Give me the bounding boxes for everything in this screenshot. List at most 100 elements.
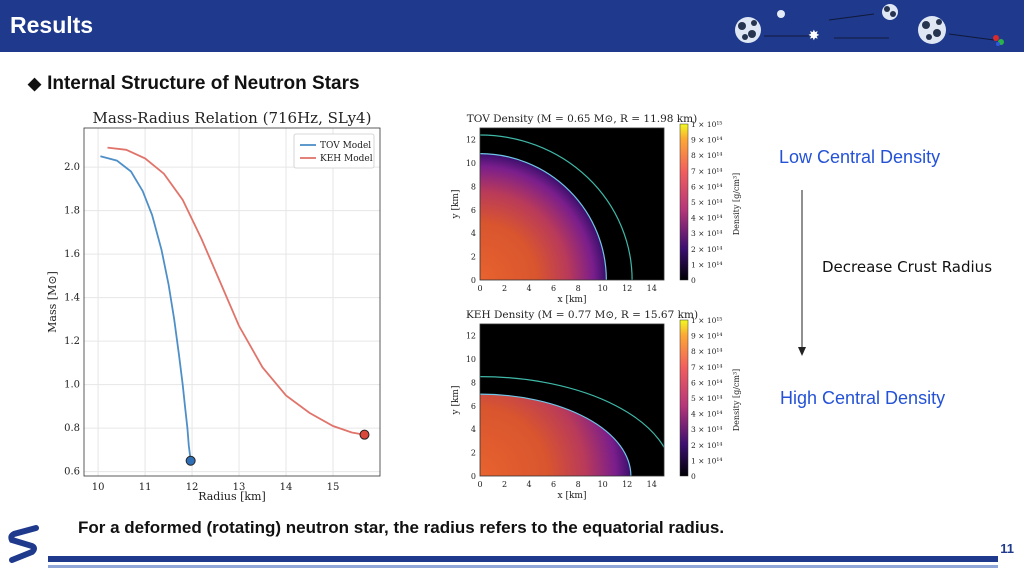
- colorbar-tick-label: 8 × 10¹⁴: [691, 347, 722, 356]
- svg-text:✸: ✸: [808, 27, 820, 43]
- legend-box: [293, 133, 375, 169]
- x-tick-label: 10: [92, 482, 105, 493]
- y-tick-label: 1.0: [64, 380, 80, 391]
- colorbar-tick-label: 6 × 10¹⁴: [691, 378, 722, 387]
- x-tick-label: 13: [233, 482, 246, 493]
- y-tick-label: 4: [471, 229, 476, 238]
- x-tick-label: 8: [576, 480, 581, 489]
- y-axis-label: y [km]: [451, 190, 461, 220]
- y-tick-label: 2: [471, 253, 476, 262]
- x-tick-label: 14: [647, 480, 657, 489]
- colorbar-tick-label: 1 × 10¹⁴: [691, 456, 722, 465]
- footer-divider-light: [48, 565, 998, 568]
- series-endpoint: [359, 429, 370, 440]
- y-tick-label: 10: [466, 159, 476, 168]
- y-tick-label: 0: [471, 472, 476, 481]
- x-tick-label: 14: [647, 284, 657, 293]
- x-tick-label: 2: [502, 480, 507, 489]
- density-core: [480, 394, 631, 476]
- series-line: [100, 155, 192, 461]
- heatmap-title: TOV Density (M = 0.65 M⊙, R = 11.98 km): [467, 113, 697, 125]
- institution-logo: [8, 525, 39, 563]
- y-tick-label: 1.2: [64, 336, 80, 347]
- x-tick-label: 0: [477, 284, 482, 293]
- colorbar-tick-label: 0: [691, 472, 696, 481]
- y-tick-label: 2: [471, 449, 476, 458]
- page-number: 11: [1000, 541, 1014, 556]
- x-tick-label: 11: [139, 482, 152, 493]
- header-bar: Results ✸: [0, 0, 1024, 52]
- colorbar-tick-label: 7 × 10¹⁴: [691, 363, 722, 372]
- x-tick-label: 8: [576, 284, 581, 293]
- colorbar-tick-label: 9 × 10¹⁴: [691, 136, 722, 145]
- colorbar-tick-label: 0: [691, 276, 696, 285]
- footnote: For a deformed (rotating) neutron star, …: [78, 518, 725, 537]
- x-axis-label: x [km]: [558, 295, 587, 304]
- x-tick-label: 10: [598, 480, 608, 489]
- y-tick-label: 1.8: [64, 206, 80, 217]
- x-tick-label: 0: [477, 480, 482, 489]
- x-tick-label: 6: [551, 284, 556, 293]
- x-tick-label: 12: [186, 482, 199, 493]
- x-tick-label: 12: [622, 480, 632, 489]
- y-tick-label: 6: [471, 206, 476, 215]
- keh-density-heatmap: KEH Density (M = 0.77 M⊙, R = 15.67 km) 0…: [448, 306, 758, 500]
- y-axis-label: Mass [M⊙]: [46, 271, 59, 333]
- x-tick-label: 4: [527, 284, 532, 293]
- colorbar-tick-label: 5 × 10¹⁴: [691, 394, 722, 403]
- colorbar-tick-label: 1 × 10¹⁵: [691, 120, 722, 129]
- y-tick-label: 8: [471, 378, 476, 387]
- colorbar: [679, 123, 689, 281]
- x-tick-label: 10: [598, 284, 608, 293]
- chart-title: Mass-Radius Relation (716Hz, SLy4): [93, 109, 372, 127]
- y-tick-label: 0.6: [64, 467, 80, 478]
- colorbar-tick-label: 8 × 10¹⁴: [691, 151, 722, 160]
- colorbar-tick-label: 9 × 10¹⁴: [691, 332, 722, 341]
- section-title-text: Internal Structure of Neutron Stars: [47, 73, 360, 94]
- y-tick-label: 0.8: [64, 423, 80, 434]
- legend-label: TOV Model: [320, 141, 371, 151]
- colorbar-label: Density [g/cm³]: [732, 173, 741, 236]
- diamond-bullet-icon: ◆: [28, 74, 42, 93]
- chart-series: [100, 146, 370, 466]
- x-tick-label: 15: [327, 482, 340, 493]
- heatmap-title: KEH Density (M = 0.77 M⊙, R = 15.67 km): [466, 309, 698, 321]
- x-tick-label: 4: [527, 480, 532, 489]
- heatmap-frame: [479, 127, 665, 281]
- y-tick-label: 1.6: [64, 249, 80, 260]
- y-axis-label: y [km]: [451, 386, 461, 416]
- colorbar-tick-label: 2 × 10¹⁴: [691, 245, 722, 254]
- colorbar-tick-label: 4 × 10¹⁴: [691, 410, 722, 419]
- y-tick-label: 1.4: [64, 293, 80, 304]
- down-arrow-icon: [798, 190, 806, 356]
- heatmap-frame: [479, 323, 665, 477]
- colorbar-tick-label: 4 × 10¹⁴: [691, 214, 722, 223]
- x-tick-label: 6: [551, 480, 556, 489]
- crust-radius-label: Decrease Crust Radius: [822, 258, 993, 276]
- footer-divider: [48, 556, 998, 562]
- colorbar-tick-label: 1 × 10¹⁵: [691, 316, 722, 325]
- colorbar: [679, 319, 689, 477]
- colorbar-tick-label: 2 × 10¹⁴: [691, 441, 722, 450]
- y-tick-label: 2.0: [64, 162, 80, 173]
- x-tick-label: 2: [502, 284, 507, 293]
- tov-density-heatmap: TOV Density (M = 0.65 M⊙, R = 11.98 km) 0…: [448, 110, 758, 304]
- x-axis-label: Radius [km]: [198, 490, 266, 503]
- chart-grid: [84, 128, 380, 476]
- colorbar-tick-label: 7 × 10¹⁴: [691, 167, 722, 176]
- x-tick-label: 12: [622, 284, 632, 293]
- series-line: [107, 146, 365, 436]
- colorbar-tick-label: 6 × 10¹⁴: [691, 182, 722, 191]
- y-tick-label: 12: [466, 136, 476, 145]
- y-tick-label: 6: [471, 402, 476, 411]
- colorbar-tick-label: 1 × 10¹⁴: [691, 260, 722, 269]
- colorbar-tick-label: 3 × 10¹⁴: [691, 229, 722, 238]
- colorbar-tick-label: 3 × 10¹⁴: [691, 425, 722, 434]
- low-density-label: Low Central Density: [779, 147, 941, 167]
- y-tick-label: 10: [466, 355, 476, 364]
- x-tick-label: 14: [280, 482, 293, 493]
- colorbar-tick-label: 5 × 10¹⁴: [691, 198, 722, 207]
- high-density-label: High Central Density: [780, 388, 946, 408]
- mass-radius-chart: Mass-Radius Relation (716Hz, SLy4) 10 11 1…: [44, 104, 384, 508]
- legend-label: KEH Model: [320, 154, 373, 164]
